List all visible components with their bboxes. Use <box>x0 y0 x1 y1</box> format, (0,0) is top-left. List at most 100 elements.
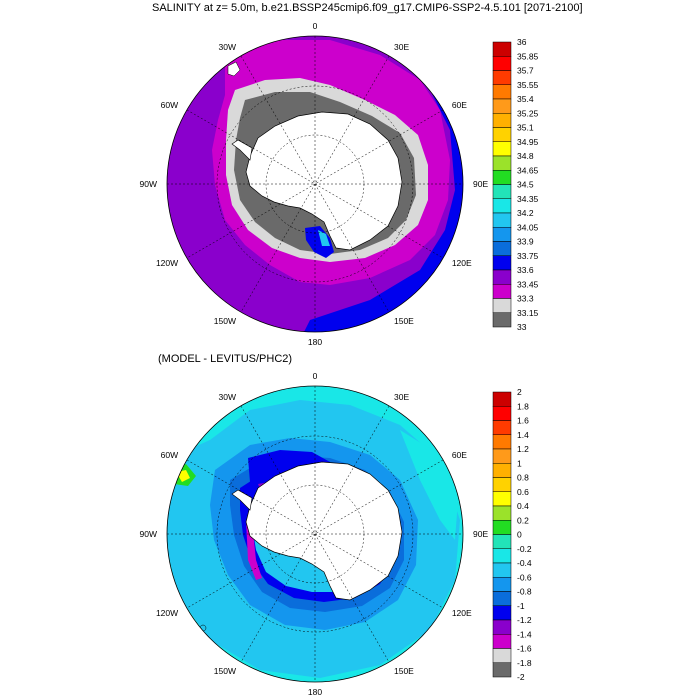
salinity-colorbar-box <box>492 298 512 313</box>
salinity-colorbar-box <box>492 41 512 57</box>
difference-colorbar-box <box>492 505 512 521</box>
salinity-colorbar-box <box>492 141 512 157</box>
salinity-colorbar-label: 33.3 <box>517 294 534 304</box>
salinity-colorbar-label: 34.65 <box>517 165 539 175</box>
difference-colorbar-box <box>492 520 512 535</box>
difference-colorbar-box <box>492 406 512 421</box>
map-title: SALINITY at z= 5.0m, b.e21.BSSP245cmip6.… <box>152 2 583 14</box>
salinity-colorbar-label: 33.75 <box>517 251 539 261</box>
difference-colorbar-box <box>492 605 512 621</box>
salinity-colorbar-box <box>492 70 512 85</box>
salinity-colorbar-box <box>492 227 512 242</box>
salinity-colorbar-box <box>492 255 512 271</box>
longitude-label: 60W <box>161 450 178 460</box>
salinity-colorbar-label: 34.35 <box>517 194 539 204</box>
longitude-label: 60E <box>452 100 467 110</box>
map-subtitle: (MODEL - LEVITUS/PHC2) <box>158 353 293 365</box>
difference-colorbar-box <box>492 591 512 606</box>
salinity-colorbar-box <box>492 284 512 299</box>
longitude-label: 120E <box>452 258 472 268</box>
difference-colorbar-label: -1.4 <box>517 629 532 639</box>
longitude-label: 30E <box>394 392 409 402</box>
salinity-colorbar-label: 35.1 <box>517 123 534 133</box>
salinity-colorbar-box <box>492 241 512 256</box>
salinity-map <box>166 35 464 333</box>
salinity-colorbar-box <box>492 155 512 171</box>
difference-colorbar-label: 0.6 <box>517 487 529 497</box>
longitude-label: 150E <box>394 666 414 676</box>
salinity-colorbar-label: 33 <box>517 322 527 332</box>
difference-colorbar-label: 0.4 <box>517 501 529 511</box>
difference-colorbar-box <box>492 391 512 407</box>
difference-colorbar-label: 1.4 <box>517 430 529 440</box>
difference-colorbar-label: -1.6 <box>517 644 532 654</box>
longitude-label: 90E <box>473 179 488 189</box>
longitude-label: 90W <box>140 179 157 189</box>
salinity-colorbar-label: 33.6 <box>517 265 534 275</box>
longitude-label: 60E <box>452 450 467 460</box>
difference-colorbar-box <box>492 562 512 578</box>
longitude-label: 0 <box>313 21 318 31</box>
longitude-label: 30W <box>219 42 236 52</box>
difference-colorbar-label: 0 <box>517 530 522 540</box>
salinity-colorbar-label: 35.55 <box>517 80 539 90</box>
salinity-colorbar-label: 36 <box>517 37 527 47</box>
longitude-label: 180 <box>308 687 322 697</box>
longitude-label: 120W <box>156 608 178 618</box>
salinity-colorbar-box <box>492 98 512 114</box>
longitude-label: 30E <box>394 42 409 52</box>
salinity-colorbar: 36 35.85 35.7 35.55 35.4 35.25 35.1 34.95 34.8 34… <box>492 37 539 332</box>
difference-colorbar-box <box>492 548 512 564</box>
difference-colorbar-box <box>492 619 512 635</box>
difference-colorbar-box <box>492 662 512 678</box>
salinity-colorbar-box <box>492 127 512 142</box>
salinity-colorbar-box <box>492 269 512 285</box>
difference-colorbar-box <box>492 448 512 464</box>
salinity-colorbar-label: 35.4 <box>517 94 534 104</box>
salinity-colorbar-label: 34.05 <box>517 222 539 232</box>
difference-colorbar-box <box>492 491 512 507</box>
difference-map <box>166 385 464 683</box>
salinity-colorbar-label: 34.2 <box>517 208 534 218</box>
difference-colorbar-box <box>492 534 512 549</box>
longitude-label: 60W <box>161 100 178 110</box>
difference-colorbar-box <box>492 577 512 592</box>
salinity-colorbar-box <box>492 56 512 71</box>
difference-colorbar-label: 1.8 <box>517 401 529 411</box>
difference-colorbar-label: -2 <box>517 672 525 682</box>
difference-colorbar-label: 1.2 <box>517 444 529 454</box>
longitude-label: 150W <box>214 316 236 326</box>
longitude-label: 120W <box>156 258 178 268</box>
salinity-colorbar-box <box>492 198 512 214</box>
difference-colorbar-box <box>492 434 512 450</box>
salinity-colorbar-label: 34.8 <box>517 151 534 161</box>
longitude-label: 90W <box>140 529 157 539</box>
salinity-colorbar-label: 35.85 <box>517 51 539 61</box>
difference-colorbar-label: -1.2 <box>517 615 532 625</box>
longitude-label: 120E <box>452 608 472 618</box>
difference-colorbar-label: -0.6 <box>517 572 532 582</box>
difference-colorbar-box <box>492 648 512 663</box>
longitude-label: 0 <box>313 371 318 381</box>
salinity-colorbar-label: 33.45 <box>517 279 539 289</box>
difference-colorbar-label: 1.6 <box>517 416 529 426</box>
difference-colorbar-label: 2 <box>517 387 522 397</box>
longitude-labels-bottom: 0 30E 60E 90E 120E 150E 180 150W 120W 90W 60W 30W <box>140 371 489 697</box>
salinity-colorbar-box <box>492 212 512 228</box>
salinity-colorbar-box <box>492 113 512 128</box>
difference-colorbar-label: -1 <box>517 601 525 611</box>
salinity-colorbar-label: 33.9 <box>517 237 534 247</box>
difference-colorbar-label: 1 <box>517 458 522 468</box>
salinity-colorbar-box <box>492 184 512 199</box>
salinity-colorbar-box <box>492 84 512 100</box>
difference-colorbar-label: 0.2 <box>517 515 529 525</box>
salinity-colorbar-label: 34.5 <box>517 180 534 190</box>
longitude-label: 180 <box>308 337 322 347</box>
difference-colorbar-label: -1.8 <box>517 658 532 668</box>
salinity-colorbar-box <box>492 170 512 185</box>
difference-colorbar-box <box>492 420 512 435</box>
difference-colorbar-label: -0.4 <box>517 558 532 568</box>
difference-colorbar: 2 1.8 1.6 1.4 1.2 1 0.8 0.6 0.4 0.2 0 -0.2 -0.4 -0.6 -… <box>492 387 532 682</box>
difference-colorbar-box <box>492 477 512 492</box>
longitude-label: 30W <box>219 392 236 402</box>
